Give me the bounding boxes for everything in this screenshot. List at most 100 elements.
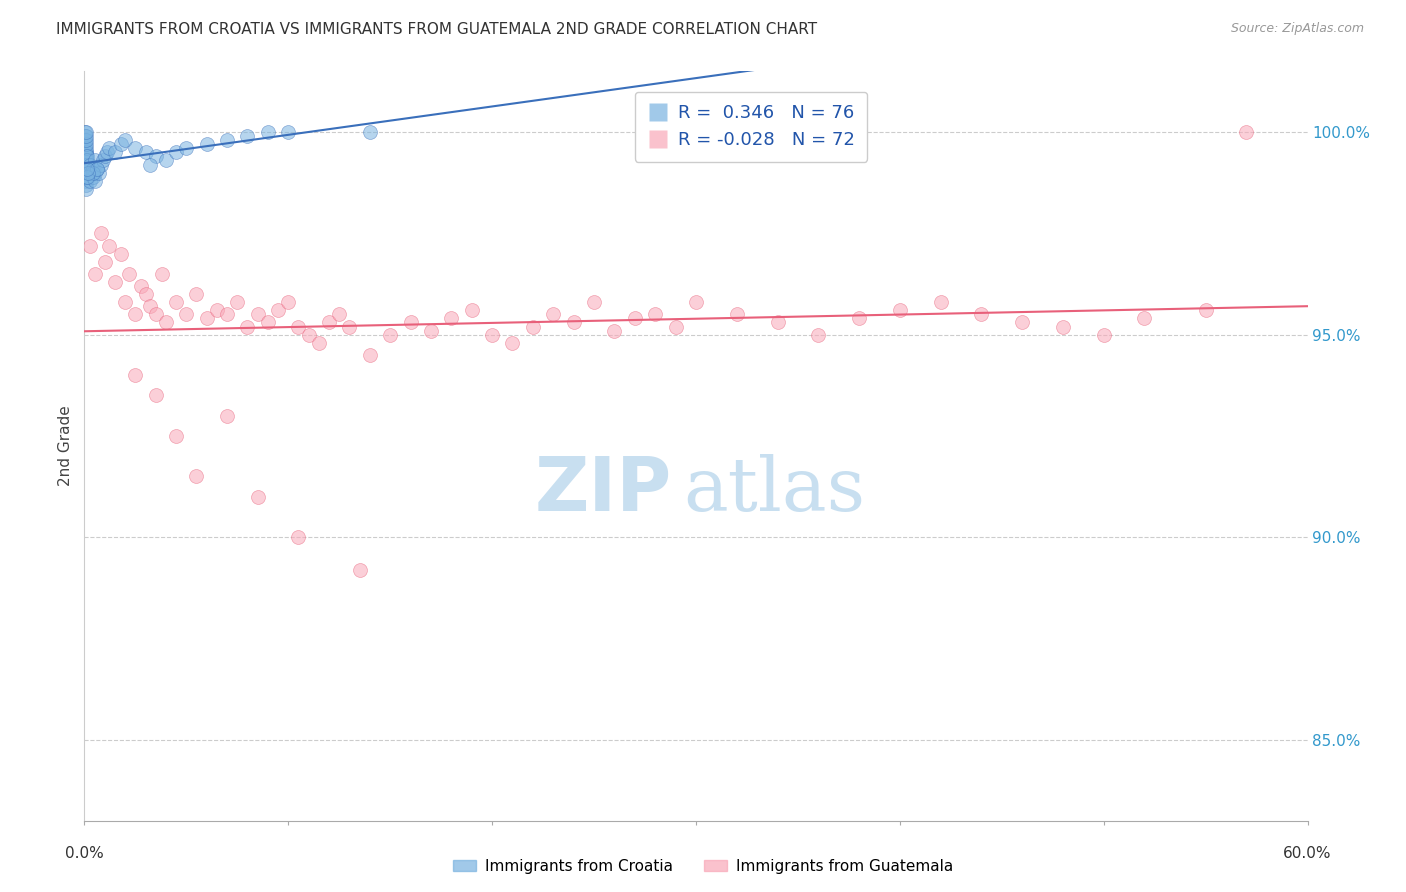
Point bbox=[1011, 316, 1033, 330]
Point bbox=[138, 299, 160, 313]
Point bbox=[76, 161, 98, 176]
Point bbox=[174, 141, 197, 155]
Point bbox=[97, 238, 120, 252]
Point bbox=[349, 562, 371, 576]
Legend: Immigrants from Croatia, Immigrants from Guatemala: Immigrants from Croatia, Immigrants from… bbox=[447, 853, 959, 880]
Point bbox=[359, 125, 381, 139]
Point bbox=[75, 161, 97, 176]
Point bbox=[76, 153, 98, 168]
Point bbox=[80, 166, 103, 180]
Y-axis label: 2nd Grade: 2nd Grade bbox=[58, 406, 73, 486]
Point bbox=[205, 303, 228, 318]
Point bbox=[79, 174, 101, 188]
Point bbox=[82, 169, 104, 184]
Point bbox=[93, 149, 115, 163]
Point bbox=[75, 145, 97, 160]
Point bbox=[807, 327, 830, 342]
Point bbox=[114, 295, 136, 310]
Point bbox=[481, 327, 503, 342]
Point bbox=[75, 145, 97, 160]
Point bbox=[75, 169, 97, 184]
Point bbox=[86, 161, 108, 176]
Point bbox=[195, 311, 218, 326]
Point bbox=[195, 137, 218, 152]
Point bbox=[1236, 125, 1258, 139]
Point bbox=[1195, 303, 1218, 318]
Point bbox=[77, 169, 100, 184]
Point bbox=[75, 157, 97, 171]
Point bbox=[75, 149, 97, 163]
Text: IMMIGRANTS FROM CROATIA VS IMMIGRANTS FROM GUATEMALA 2ND GRADE CORRELATION CHART: IMMIGRANTS FROM CROATIA VS IMMIGRANTS FR… bbox=[56, 22, 817, 37]
Point bbox=[145, 307, 167, 321]
Point bbox=[76, 157, 98, 171]
Point bbox=[97, 141, 120, 155]
Point bbox=[1133, 311, 1156, 326]
Point bbox=[1092, 327, 1115, 342]
Text: ZIP: ZIP bbox=[534, 454, 672, 527]
Point bbox=[644, 307, 666, 321]
Point bbox=[246, 307, 269, 321]
Point bbox=[522, 319, 544, 334]
Point bbox=[75, 145, 97, 160]
Point bbox=[287, 530, 309, 544]
Point bbox=[90, 227, 112, 241]
Point bbox=[236, 319, 259, 334]
Point bbox=[461, 303, 484, 318]
Point bbox=[83, 267, 105, 281]
Point bbox=[359, 348, 381, 362]
Point bbox=[75, 157, 97, 171]
Point bbox=[76, 169, 98, 184]
Point bbox=[79, 238, 101, 252]
Point bbox=[76, 161, 98, 176]
Point bbox=[75, 174, 97, 188]
Point bbox=[104, 145, 127, 160]
Point bbox=[90, 157, 112, 171]
Point bbox=[970, 307, 993, 321]
Legend: R =  0.346   N = 76, R = -0.028   N = 72: R = 0.346 N = 76, R = -0.028 N = 72 bbox=[634, 92, 868, 162]
Point bbox=[165, 429, 187, 443]
Point bbox=[848, 311, 870, 326]
Point bbox=[502, 335, 524, 350]
Point bbox=[114, 133, 136, 147]
Point bbox=[110, 137, 132, 152]
Point bbox=[145, 149, 167, 163]
Point bbox=[118, 267, 141, 281]
Point bbox=[929, 295, 952, 310]
Point bbox=[145, 388, 167, 402]
Point bbox=[96, 145, 118, 160]
Point bbox=[104, 275, 127, 289]
Point bbox=[79, 157, 101, 171]
Point bbox=[287, 319, 309, 334]
Point bbox=[76, 169, 98, 184]
Point bbox=[87, 166, 110, 180]
Point bbox=[93, 254, 115, 268]
Point bbox=[889, 303, 911, 318]
Point bbox=[440, 311, 463, 326]
Point bbox=[174, 307, 197, 321]
Point bbox=[277, 125, 299, 139]
Point bbox=[75, 178, 97, 192]
Point bbox=[76, 161, 98, 176]
Point bbox=[75, 149, 97, 163]
Point bbox=[155, 153, 177, 168]
Point bbox=[318, 316, 340, 330]
Point bbox=[75, 153, 97, 168]
Point bbox=[124, 368, 146, 383]
Point bbox=[165, 295, 187, 310]
Point bbox=[562, 316, 585, 330]
Point bbox=[124, 141, 146, 155]
Point bbox=[543, 307, 565, 321]
Point bbox=[380, 327, 402, 342]
Point bbox=[138, 157, 160, 171]
Point bbox=[246, 490, 269, 504]
Point bbox=[150, 267, 173, 281]
Point bbox=[665, 319, 688, 334]
Point bbox=[155, 316, 177, 330]
Point bbox=[75, 125, 97, 139]
Point bbox=[603, 324, 626, 338]
Point bbox=[76, 149, 98, 163]
Text: 0.0%: 0.0% bbox=[65, 846, 104, 861]
Point bbox=[328, 307, 350, 321]
Point bbox=[236, 129, 259, 144]
Point bbox=[77, 166, 100, 180]
